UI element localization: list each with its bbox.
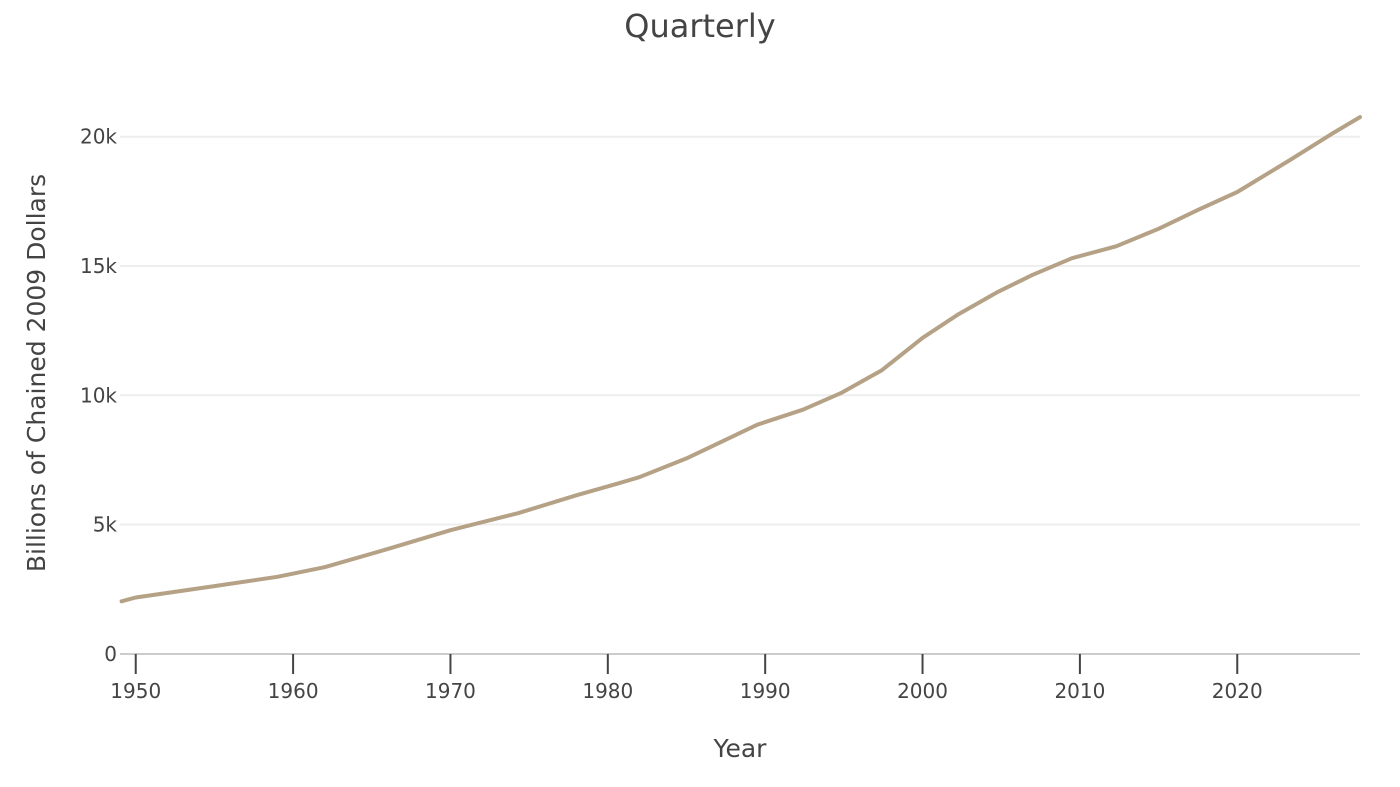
y-tick-label: 5k	[93, 513, 118, 537]
x-tick-label: 1950	[110, 679, 161, 703]
series-line-0	[119, 115, 1362, 604]
x-tick-label: 1960	[268, 679, 319, 703]
chart-title: Quarterly	[624, 7, 775, 45]
x-tick-label: 2010	[1054, 679, 1105, 703]
y-tick-label: 0	[104, 642, 117, 666]
y-tick-label: 20k	[80, 125, 117, 149]
y-axis-ticks: 0 5k 10k 15k 20k	[80, 125, 117, 666]
y-axis-title: Billions of Chained 2009 Dollars	[22, 174, 51, 572]
x-axis-title: Year	[713, 734, 768, 763]
gridlines	[120, 135, 1360, 526]
x-tick-label: 1980	[582, 679, 633, 703]
series-group	[119, 115, 1362, 604]
x-tick-label: 1970	[425, 679, 476, 703]
x-tick-label: 2000	[897, 679, 948, 703]
y-tick-label: 15k	[80, 254, 117, 278]
x-tick-label: 1990	[740, 679, 791, 703]
y-tick-label: 10k	[80, 383, 117, 407]
x-tick-label: 2020	[1212, 679, 1263, 703]
x-axis-ticks: 1950 1960 1970 1980 1990 2000 2010 2020	[110, 654, 1263, 703]
